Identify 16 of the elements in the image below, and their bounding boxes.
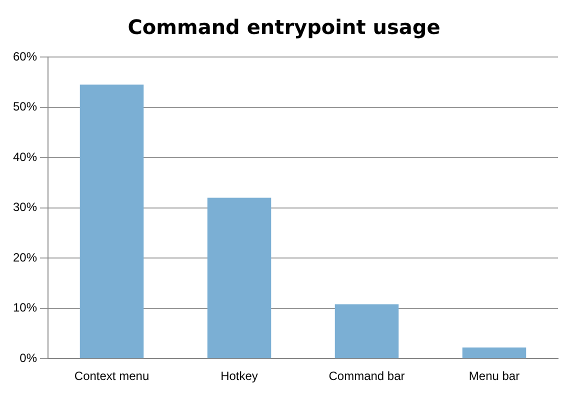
y-tick-label: 40% xyxy=(12,150,38,164)
chart-title: Command entrypoint usage xyxy=(128,15,440,40)
bar xyxy=(462,348,526,358)
x-tick-label: Command bar xyxy=(328,369,405,384)
bar xyxy=(207,198,272,358)
bar xyxy=(80,84,144,358)
bar xyxy=(334,304,399,358)
y-tick-label: 60% xyxy=(12,49,38,64)
y-tick-label: 0% xyxy=(20,350,38,365)
x-tick-label: Hotkey xyxy=(220,369,258,384)
x-tick-label: Context menu xyxy=(74,369,150,384)
y-tick-label: 10% xyxy=(12,300,38,315)
x-tick-label: Menu bar xyxy=(468,369,520,384)
y-tick-label: 20% xyxy=(12,250,38,264)
y-tick-label: 30% xyxy=(12,200,38,214)
y-tick-label: 50% xyxy=(12,100,38,114)
